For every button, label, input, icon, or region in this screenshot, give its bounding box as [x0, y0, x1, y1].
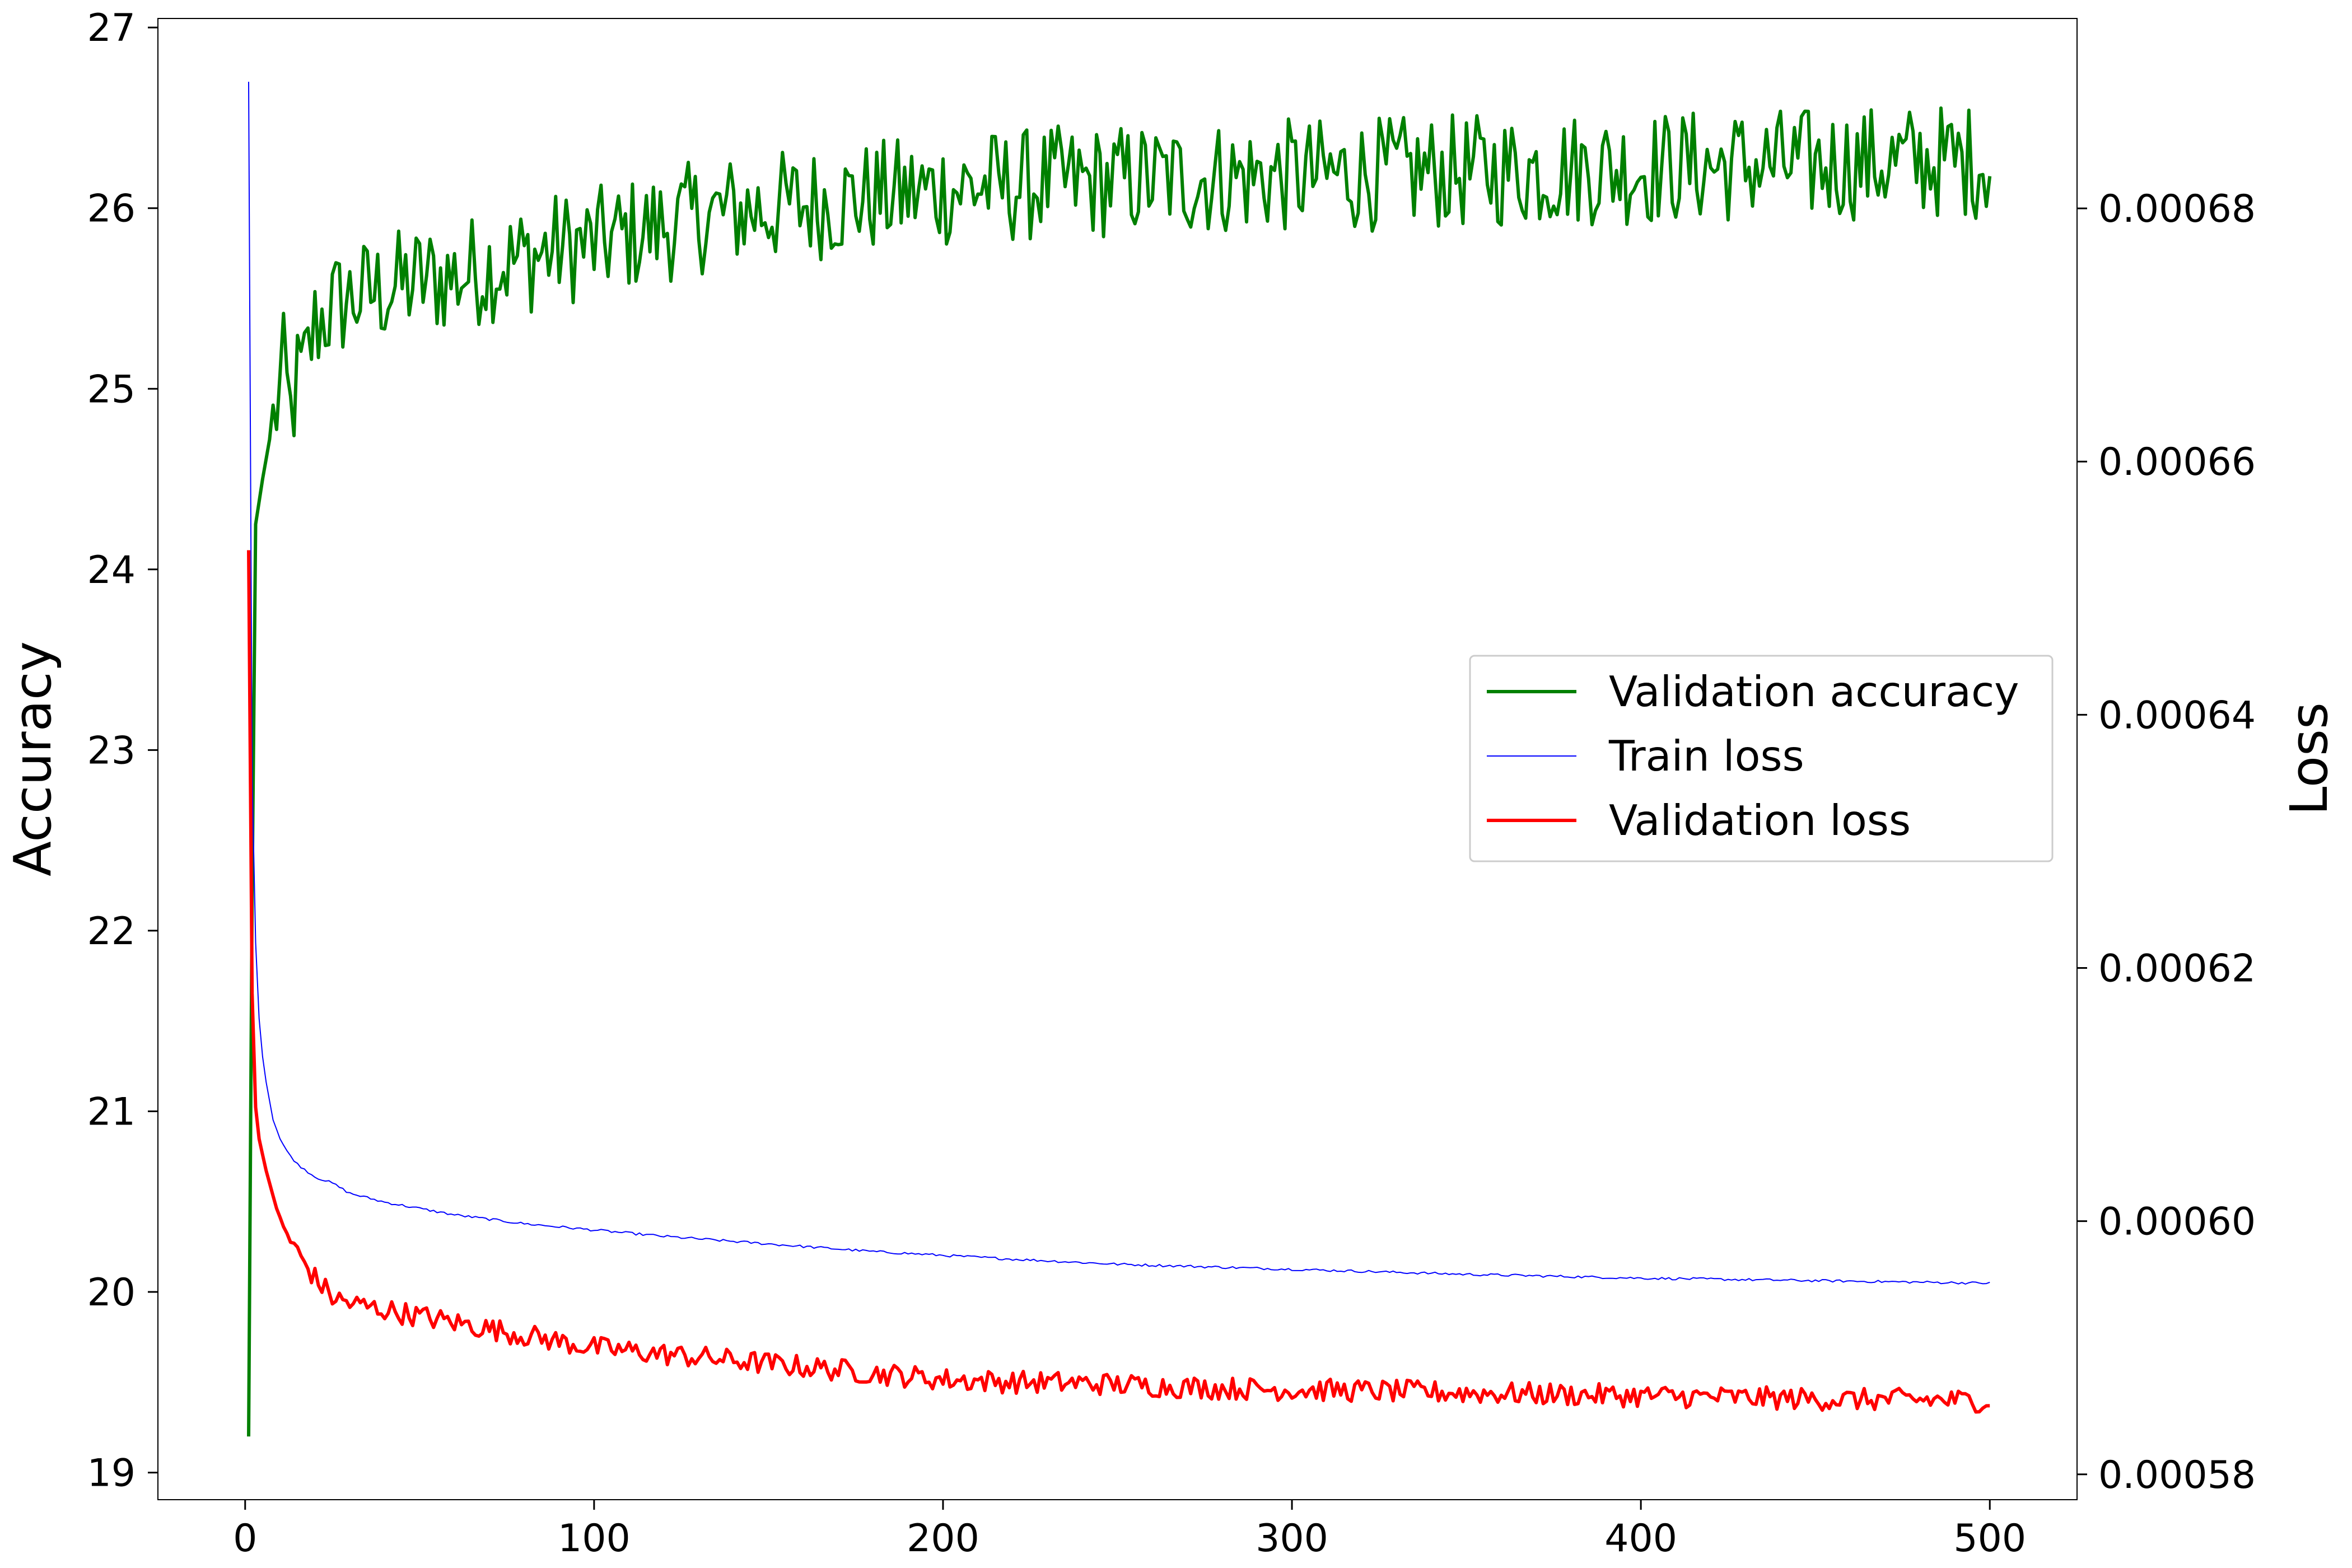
y-right-tick-label: 0.00068	[2098, 187, 2256, 231]
y-left-tick-label: 23	[87, 729, 136, 773]
x-tick-label: 300	[1256, 1516, 1328, 1561]
y-right-tick-label: 0.00064	[2098, 693, 2256, 738]
x-tick-label: 0	[233, 1516, 257, 1561]
x-tick-label: 200	[907, 1516, 979, 1561]
legend: Validation accuracy Train loss Validatio…	[1469, 655, 2054, 862]
y-axis-label-right: Loss	[2279, 702, 2339, 815]
x-tick-label: 100	[558, 1516, 631, 1561]
x-tick-label: 500	[1953, 1516, 2026, 1561]
y-left-tick-label: 27	[87, 6, 136, 50]
y-left-tick-label: 25	[87, 367, 136, 412]
series-layer	[247, 81, 1992, 1437]
ticks-layer: 0 100 200 300 400 500 19 20 21 22 23 24 25 26 27 0.0005…	[87, 6, 2256, 1561]
series-line-validation-accuracy	[247, 106, 1992, 1437]
legend-label-train-loss: Train loss	[1608, 731, 1804, 781]
legend-frame	[1469, 655, 2054, 862]
y-right-tick-label: 0.00060	[2098, 1200, 2256, 1244]
y-axis-label-left: Accuracy	[3, 641, 63, 876]
y-right-tick-label: 0.00062	[2098, 947, 2256, 991]
y-left-tick-label: 21	[87, 1090, 136, 1134]
y-right-tick-label: 0.00058	[2098, 1453, 2256, 1497]
x-tick-label: 400	[1604, 1516, 1677, 1561]
y-right-tick-label: 0.00066	[2098, 440, 2256, 484]
y-left-tick-label: 24	[87, 548, 136, 592]
y-left-tick-label: 19	[87, 1452, 136, 1496]
y-left-tick-label: 20	[87, 1271, 136, 1315]
legend-label-validation-loss: Validation loss	[1609, 796, 1911, 845]
plot-frame	[157, 18, 2078, 1500]
series-line-validation-loss	[247, 550, 1990, 1414]
series-line-train-loss	[248, 81, 1990, 1285]
legend-label-validation-accuracy: Validation accuracy	[1609, 667, 2019, 716]
y-left-tick-label: 26	[87, 187, 136, 231]
y-left-tick-label: 22	[87, 909, 136, 954]
